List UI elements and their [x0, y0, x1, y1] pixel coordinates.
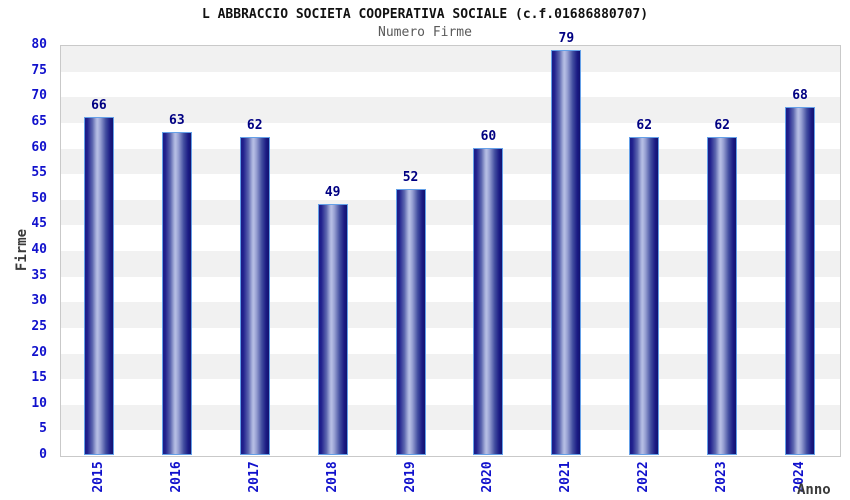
y-tick-label: 55: [31, 165, 47, 181]
y-tick-label: 70: [31, 88, 47, 104]
y-tick-label: 35: [31, 267, 47, 283]
bar-2016: [161, 132, 192, 455]
grid-band: [61, 46, 840, 72]
bar-value-label: 79: [558, 31, 575, 47]
bar-value-label: 63: [169, 113, 185, 129]
bar-2018: [317, 203, 348, 455]
bar-2021: [551, 50, 582, 455]
y-tick-label: 75: [31, 62, 47, 78]
bar-2019: [395, 188, 426, 455]
bar-2015: [83, 116, 114, 455]
y-tick-label: 50: [31, 190, 47, 206]
y-tick-label: 20: [31, 344, 47, 360]
y-axis-title: Firme: [14, 228, 30, 272]
bar-value-label: 62: [636, 118, 653, 134]
x-tick-label: 2020: [480, 461, 496, 493]
y-tick-label: 45: [31, 216, 47, 232]
bar-2023: [707, 137, 738, 455]
x-tick-label: 2015: [90, 461, 106, 493]
bar-value-label: 49: [324, 184, 341, 200]
bar-2022: [629, 137, 660, 455]
y-tick-label: 30: [31, 293, 47, 309]
x-tick-label: 2016: [168, 461, 184, 493]
bar-value-label: 60: [480, 128, 497, 144]
chart-title: L ABBRACCIO SOCIETA COOPERATIVA SOCIALE …: [201, 7, 649, 22]
y-tick-label: 60: [31, 139, 47, 155]
x-axis-title: Anno: [797, 482, 831, 498]
bar-value-label: 52: [402, 169, 419, 185]
bar-value-label: 62: [714, 118, 730, 134]
x-tick-label: 2017: [246, 461, 262, 493]
y-tick-label: 15: [31, 370, 47, 386]
y-tick-label: 5: [39, 421, 47, 437]
y-tick-label: 40: [31, 242, 47, 257]
y-tick-label: 0: [39, 447, 47, 462]
grid-band: [61, 71, 840, 98]
y-tick-label: 65: [31, 113, 47, 129]
bar-2020: [473, 147, 504, 455]
chart-subtitle: Numero Firme: [378, 25, 472, 40]
x-tick-label: 2018: [324, 461, 340, 493]
bar-value-label: 66: [91, 97, 107, 113]
x-tick-label: 2021: [558, 461, 574, 493]
x-tick-label: 2022: [636, 461, 652, 493]
bar-value-label: 62: [246, 118, 263, 134]
x-tick-label: 2019: [402, 461, 418, 493]
y-tick-label: 80: [31, 37, 47, 52]
x-tick-label: 2023: [714, 461, 730, 493]
y-tick-label: 10: [31, 395, 47, 411]
bar-2017: [239, 137, 270, 455]
bar-2024: [785, 106, 816, 455]
y-tick-label: 25: [31, 318, 47, 334]
grid-band: [61, 97, 840, 123]
bar-value-label: 68: [792, 87, 808, 103]
